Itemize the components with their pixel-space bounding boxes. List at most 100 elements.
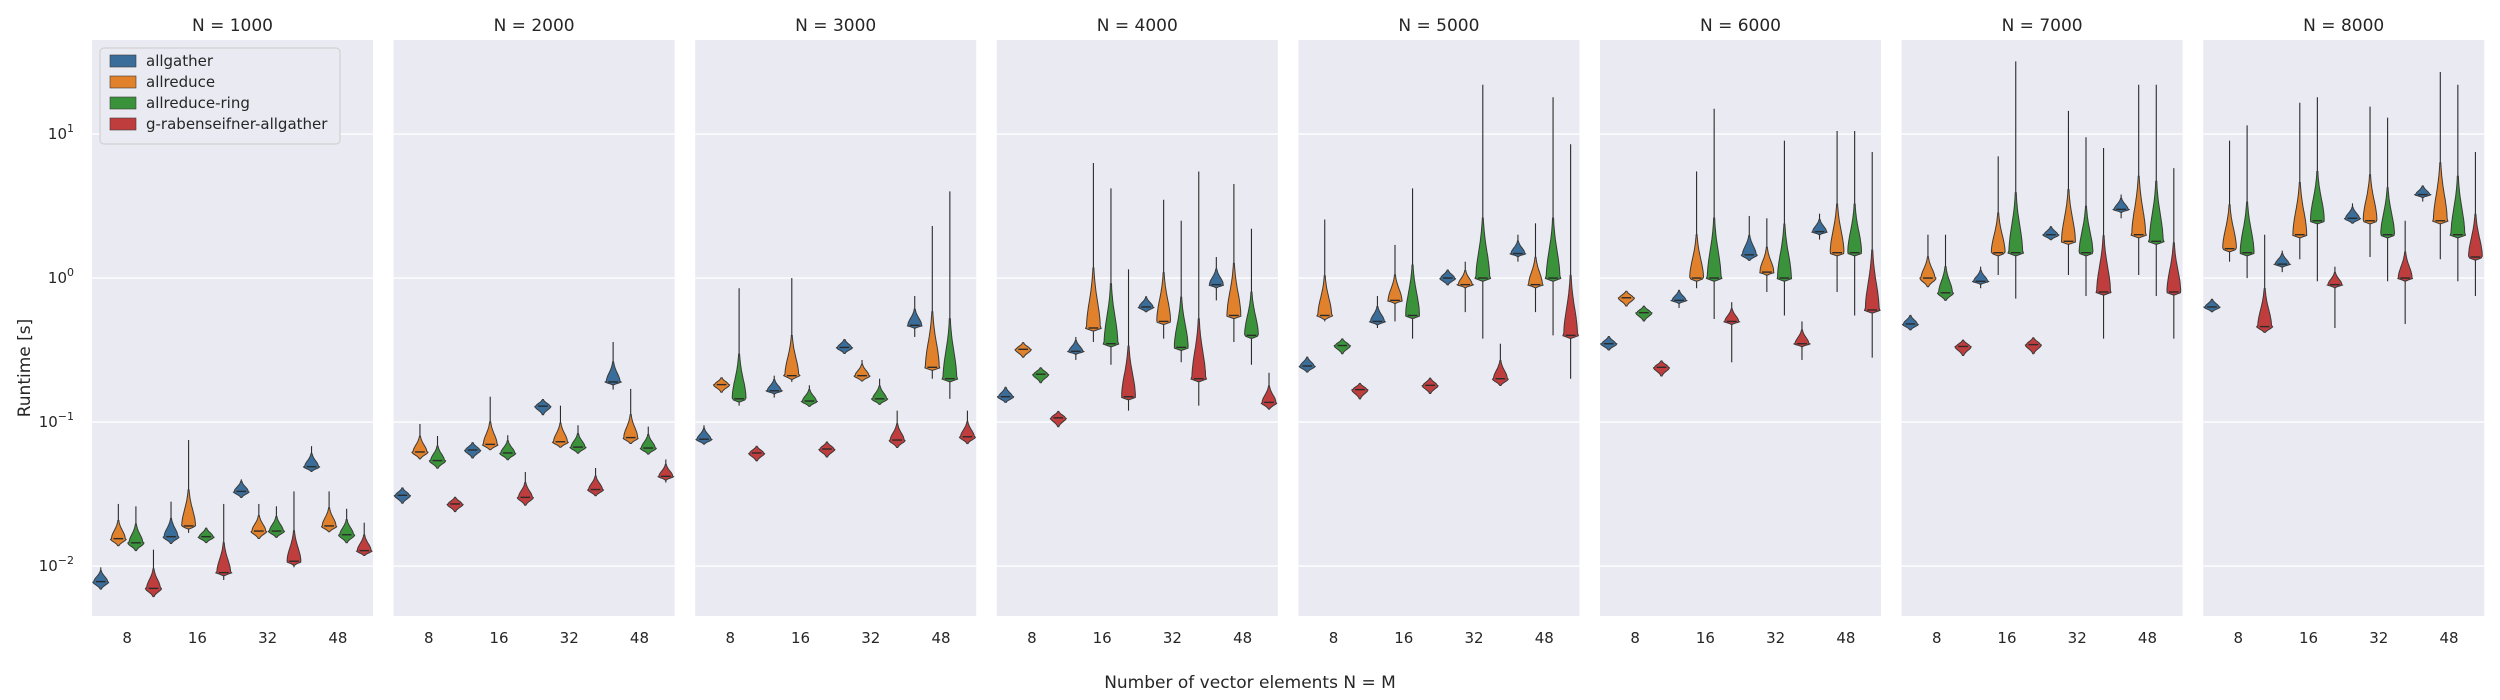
violin <box>1600 336 1618 351</box>
x-tick-label: 8 <box>122 629 132 647</box>
violin-body <box>516 482 535 506</box>
violin-body <box>1901 314 1920 331</box>
violin <box>1527 223 1544 313</box>
violin <box>2095 148 2112 339</box>
violin-body <box>2222 204 2237 253</box>
violin <box>2166 168 2182 339</box>
panel-7: N = 7000 8 16 32 48 <box>1901 16 2183 647</box>
violin-body <box>924 311 941 371</box>
x-tick-label: 48 <box>1836 629 1855 647</box>
violin <box>1333 338 1352 355</box>
violin <box>2413 185 2432 202</box>
violin-body <box>1298 356 1317 373</box>
violin-body <box>586 475 605 497</box>
violin <box>1226 184 1242 342</box>
violin <box>1829 131 1845 293</box>
x-tick-label: 32 <box>2068 629 2087 647</box>
violin-body <box>1333 338 1352 355</box>
violin <box>2024 337 2043 355</box>
violin-body <box>499 440 517 461</box>
x-tick-label: 8 <box>2234 629 2244 647</box>
violin-body <box>2380 187 2396 239</box>
violin <box>534 399 552 416</box>
violin <box>1173 220 1189 363</box>
x-tick-label: 8 <box>1027 629 1037 647</box>
violin-body <box>1689 234 1705 282</box>
y-tick-label: 10−2 <box>39 554 74 575</box>
violin <box>2060 110 2076 276</box>
violin <box>639 426 658 455</box>
violin <box>1722 302 1741 363</box>
violin-body <box>1792 329 1812 348</box>
violin <box>1014 342 1032 358</box>
panel-title: N = 4000 <box>1097 16 1178 36</box>
violin-body <box>1351 382 1369 400</box>
violin <box>2432 71 2449 260</box>
violin-body <box>1316 275 1334 320</box>
violin <box>1368 296 1387 328</box>
violin <box>712 377 731 393</box>
violin-body <box>1954 339 1972 356</box>
violin-body <box>604 361 623 386</box>
violin <box>1689 171 1705 289</box>
panel-background <box>1600 40 1881 616</box>
violin-body <box>2309 171 2325 225</box>
violin <box>337 508 356 544</box>
violin-body <box>181 489 197 530</box>
x-tick-label: 8 <box>424 629 434 647</box>
violin <box>731 288 747 406</box>
violin-body <box>1527 256 1544 289</box>
violin-body <box>1387 274 1403 304</box>
violin-body <box>853 363 871 382</box>
violin <box>2292 102 2308 260</box>
violin-body <box>286 530 302 566</box>
violin-body <box>731 353 747 403</box>
violin <box>1810 213 1829 240</box>
panel-title: N = 1000 <box>192 16 273 36</box>
violin-body <box>2255 288 2274 333</box>
panel-title: N = 3000 <box>795 16 876 36</box>
x-tick-label: 32 <box>2369 629 2388 647</box>
violin <box>870 378 889 405</box>
violin <box>516 472 535 506</box>
violin-body <box>2166 242 2182 296</box>
violin-body <box>941 318 959 383</box>
violin-body <box>144 568 163 598</box>
y-axis-label: Runtime [s] <box>15 319 35 418</box>
violin-body <box>1617 290 1636 307</box>
panel-6: N = 6000 8 16 32 48 <box>1600 16 1881 647</box>
violin <box>2112 194 2131 219</box>
y-tick-label: 101 <box>48 122 74 143</box>
violin-body <box>1635 305 1653 322</box>
x-tick-label: 48 <box>932 629 951 647</box>
panel-background <box>1901 40 2183 616</box>
violin-body <box>1936 266 1955 301</box>
violin-body <box>2432 162 2449 225</box>
violin-body <box>1652 360 1671 377</box>
violin <box>1863 152 1881 358</box>
legend-box <box>99 47 341 145</box>
violin <box>1669 289 1688 308</box>
violin <box>1776 140 1793 316</box>
x-tick-label: 16 <box>1997 629 2016 647</box>
violin <box>941 191 959 399</box>
violin <box>2468 152 2483 297</box>
violin <box>569 425 587 454</box>
x-tick-label: 16 <box>1093 629 1112 647</box>
violin <box>782 278 801 382</box>
x-tick-label: 16 <box>791 629 810 647</box>
violin <box>818 441 836 458</box>
violin-body <box>888 423 906 448</box>
violin-body <box>1509 240 1527 257</box>
legend-swatch <box>109 117 137 131</box>
violin-body <box>2468 213 2483 261</box>
violin-body <box>2007 192 2025 257</box>
violin <box>1491 343 1509 386</box>
violin-body <box>197 527 215 544</box>
violin <box>481 396 499 451</box>
x-tick-label: 8 <box>1932 629 1942 647</box>
legend-label: allgather <box>146 52 214 70</box>
x-axis-label: Number of vector elements N = M <box>1104 673 1396 693</box>
legend-swatch <box>109 96 137 110</box>
violin <box>604 341 623 390</box>
